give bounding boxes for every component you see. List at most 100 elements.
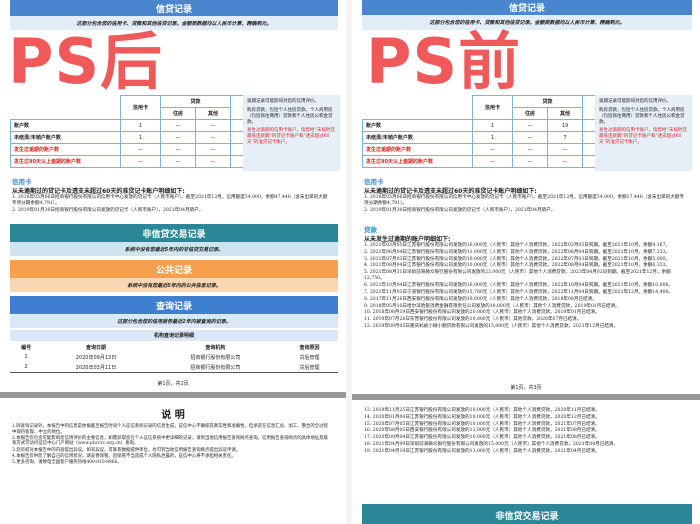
query-record-header: 查询记录 xyxy=(10,296,338,314)
cell: 1 xyxy=(472,119,513,132)
loan-subheading: 从未发生过逾期的账户明细如下: xyxy=(364,236,451,243)
cell: 2020年09月13日 xyxy=(75,354,117,361)
column-header: 其他 xyxy=(547,107,583,120)
page-divider xyxy=(0,392,346,398)
list-item: 9. 2018年05月10日哈尔滨哈银消费金融有限责任公司发放的10,000元（… xyxy=(364,303,620,309)
cell: — xyxy=(472,155,513,168)
cell: 1 xyxy=(120,119,161,132)
noncredit-header: 非信贷交易记录 xyxy=(10,224,338,242)
note: 逾期记录可能影响对您的信用评价。 xyxy=(599,99,671,104)
table-row: 发生过逾期的账户数———— xyxy=(10,143,275,156)
credit-card-heading: 信用卡 xyxy=(364,178,384,186)
cell: — xyxy=(160,155,196,168)
column-header: 住房 xyxy=(160,107,196,120)
note: 逾期记录可能影响对您的信用评价。 xyxy=(247,99,319,104)
row-label: 未结清/未销户账户数 xyxy=(10,131,121,144)
list-item: 11. 2019年07月28日东营银行股份有限公司发放的10,000元（人民币）… xyxy=(364,317,582,323)
public-record-header: 公共记录 xyxy=(10,260,338,278)
list-item: 2. 2021年06月04日江苏银行股份有限公司发放的11,000元（人民币）其… xyxy=(364,249,671,255)
page-divider xyxy=(352,394,700,400)
page-number: 第1页，共2页 xyxy=(157,381,189,387)
list-item: 5. 2021年08月31日深圳前海微众银行股份有限公司发放的23,000元（人… xyxy=(364,270,671,282)
cell: — xyxy=(512,131,548,144)
cell: — xyxy=(195,119,231,132)
list-item: 1.除查询记录外，本报告中的信息是依据截至报告时间个人征信系统记录的信息生成，征… xyxy=(12,424,328,435)
cell: 2 xyxy=(10,362,43,373)
list-item: 6. 2021年10月04日江苏银行股份有限公司发放的10,000元（人民币）其… xyxy=(364,283,674,289)
list-item: 13. 2019年11月25日江苏银行股份有限公司发放的10,000元（人民币）… xyxy=(364,408,600,413)
list-item: 14. 2020年01月04日江苏银行股份有限公司发放的10,000元（人民币）… xyxy=(364,414,600,420)
list-item: 1. 2016年05月06日招商银行股份有限公司信用卡中心发放的贷记卡（人民币账… xyxy=(12,195,328,207)
query-table: 编号 查询日期 查询机构 查询原因 1 2020年09月13日 招商银行股份有限公司 贷后管… xyxy=(10,342,338,373)
row-label: 未结清/未销户账户数 xyxy=(362,131,473,144)
public-record-subtitle: 系统中没有您最近5年内的公共信息记录。 xyxy=(10,278,338,292)
credit-card-list: 1. 2016年05月06日招商银行股份有限公司信用卡中心发放的贷记卡（人民币账… xyxy=(12,195,332,215)
page-number: 第1页，共3页 xyxy=(510,385,542,391)
query-record-subtitle: 这部分包含您的信用报告最近2年内被查询的记录。 xyxy=(10,314,338,328)
cell: — xyxy=(547,155,583,168)
list-item: 5.更多咨询，请致电全国客户服务热线400-810-8866。 xyxy=(12,459,122,465)
row-label: 发生过90天以上逾期的账户数 xyxy=(362,155,473,168)
cell: — xyxy=(547,143,583,156)
column-header: 贷款 xyxy=(160,95,231,108)
table-row: 发生过逾期的账户数———— xyxy=(362,143,627,156)
column-header: 贷款 xyxy=(512,95,583,108)
column-header: 住房 xyxy=(512,107,548,120)
cell: 1 xyxy=(24,354,28,360)
query-detail-title: 机构查询记录明细 xyxy=(10,330,338,341)
list-item: 1. 2021年03月05日江苏银行股份有限公司发放的10,000元（人民币）其… xyxy=(364,243,671,248)
summary-notes: 逾期记录可能影响对您的信用评价。 购房贷款，包括个人住房贷款、个人商用房（包括商… xyxy=(243,95,340,171)
blank xyxy=(11,96,121,120)
list-item: 7. 2021年11月03日宁波银行股份有限公司发放的15,700元（人民币）其… xyxy=(364,289,674,295)
list-item: 18. 2021年04月09日深圳前海微众银行股份有限公司发放的15,000元（… xyxy=(364,441,619,447)
credit-card-subheading: 从未逾期过的贷记卡及透支未超过60天的准贷记卡账户明细如下: xyxy=(364,188,537,195)
row-label: 发生过逾期的账户数 xyxy=(362,143,473,156)
blank xyxy=(363,96,473,120)
note: 发生过逾期的信用卡账户，指曾经“未按时还最低还款额”的贷记卡账户和“透支超过60… xyxy=(599,128,687,146)
cell: 1 xyxy=(120,131,161,144)
loan-list: 1. 2021年03月05日江苏银行股份有限公司发放的10,000元（人民币）其… xyxy=(364,243,686,331)
report-before-edit: 信贷记录 这部分包含您的信用卡、贷款和其他信贷记录。金额类数据均以人民币计算，精… xyxy=(352,0,700,524)
column-header: 信用卡 xyxy=(472,95,513,120)
summary-table: 信用卡贷款其他业务住房其他账户数1———未结清/未销户账户数1———发生过逾期的… xyxy=(10,95,275,168)
list-item: 10. 2018年08月19日西安银行股份有限公司发放的20,000元（人民币）… xyxy=(364,310,600,316)
credit-card-list: 1. 2016年05月06日招商银行股份有限公司信用卡中心发放的贷记卡（人民币账… xyxy=(364,195,686,215)
note: 购房贷款，包括个人住房贷款、个人商用房（包括商住两用）贷款和个人住房公积金贷款。 xyxy=(599,107,685,125)
cell: — xyxy=(512,155,548,168)
cell: — xyxy=(120,143,161,156)
cell: — xyxy=(120,155,161,168)
column-header: 查询原因 xyxy=(299,344,320,351)
column-header: 查询机构 xyxy=(205,344,226,351)
row-label: 账户数 xyxy=(362,119,473,132)
noncredit-subtitle: 系统中没有您最近5年内的非信贷交易记录。 xyxy=(10,242,338,256)
cell: 2020年03月11日 xyxy=(42,362,150,373)
row-label: 发生过90天以上逾期的账户数 xyxy=(10,155,121,168)
list-item: 8. 2017年11月26日西安银行股份有限公司发放的10,000元（人民币）其… xyxy=(364,296,597,302)
loan-heading: 贷款 xyxy=(364,226,377,234)
list-item: 1. 2016年05月06日招商银行股份有限公司信用卡中心发放的贷记卡（人民币账… xyxy=(364,195,685,207)
credit-card-heading: 信用卡 xyxy=(12,178,32,186)
cell: 招商银行股份有限公司 xyxy=(190,354,241,361)
cell: 贷后管理 xyxy=(281,362,338,373)
cell: 1 xyxy=(472,131,513,144)
cell: — xyxy=(160,143,196,156)
cell: 19 xyxy=(547,119,583,132)
cell: 7 xyxy=(547,131,583,144)
table-row: 2 2020年03月11日 招商银行股份有限公司 贷后管理 xyxy=(10,362,338,373)
cell: 贷后管理 xyxy=(299,354,320,361)
list-item: 17. 2020年09月04日江苏银行股份有限公司发放的10,000元（人民币）… xyxy=(364,435,600,441)
column-header: 编号 xyxy=(21,344,32,351)
cell: — xyxy=(160,131,196,144)
list-item: 2. 2019年01月30日招商银行股份有限公司发放的贷记卡（人民币账户），20… xyxy=(12,208,204,213)
cell: — xyxy=(512,143,548,156)
table-row: 发生过90天以上逾期的账户数———— xyxy=(10,155,275,168)
column-header: 其他 xyxy=(195,107,231,120)
cell: — xyxy=(160,119,196,132)
cell: — xyxy=(512,119,548,132)
list-item: 2. 2019年01月30日招商银行股份有限公司发放的贷记卡（人民币账户），20… xyxy=(364,208,556,213)
list-item: 16. 2020年08月05日西安银行股份有限公司发放的12,000元（人民币）… xyxy=(364,428,600,434)
